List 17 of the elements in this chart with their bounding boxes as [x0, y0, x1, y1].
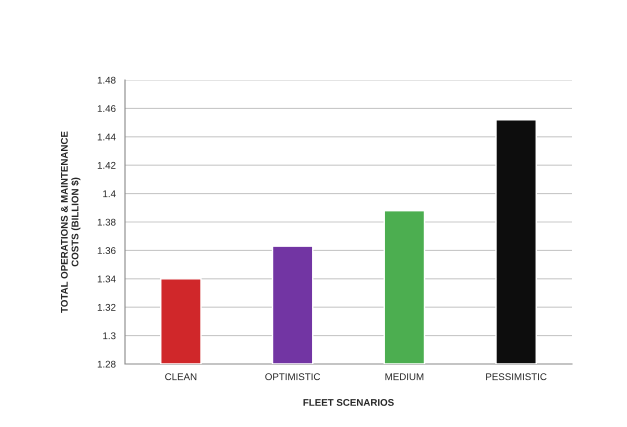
y-tick-label: 1.44: [98, 134, 116, 140]
y-tick-label: 1.46: [98, 105, 116, 112]
y-tick-label: 1.34: [98, 276, 116, 282]
x-tick-label: MEDIUM: [385, 373, 424, 380]
y-tick-label: 1.32: [98, 304, 116, 311]
y-tick-label: 1.38: [98, 218, 116, 226]
y-tick-label: 1.36: [98, 247, 116, 254]
y-tick-label: 1.3: [103, 332, 116, 340]
y-tick-label: 1.28: [98, 360, 116, 368]
x-axis-title: FLEET SCENARIOS: [304, 399, 394, 406]
x-tick-label: PESSIMISTIC: [486, 373, 547, 380]
y-tick-label: 1.42: [98, 162, 116, 169]
y-tick-label: 1.4: [103, 190, 116, 198]
y-axis-title: TOTAL OPERATIONS & MAINTENANCE COSTS (BILLION $): [60, 131, 80, 313]
x-tick-label: CLEAN: [165, 373, 196, 380]
x-tick-label: OPTIMISTIC: [265, 373, 320, 380]
y-tick-label: 1.48: [98, 76, 116, 84]
